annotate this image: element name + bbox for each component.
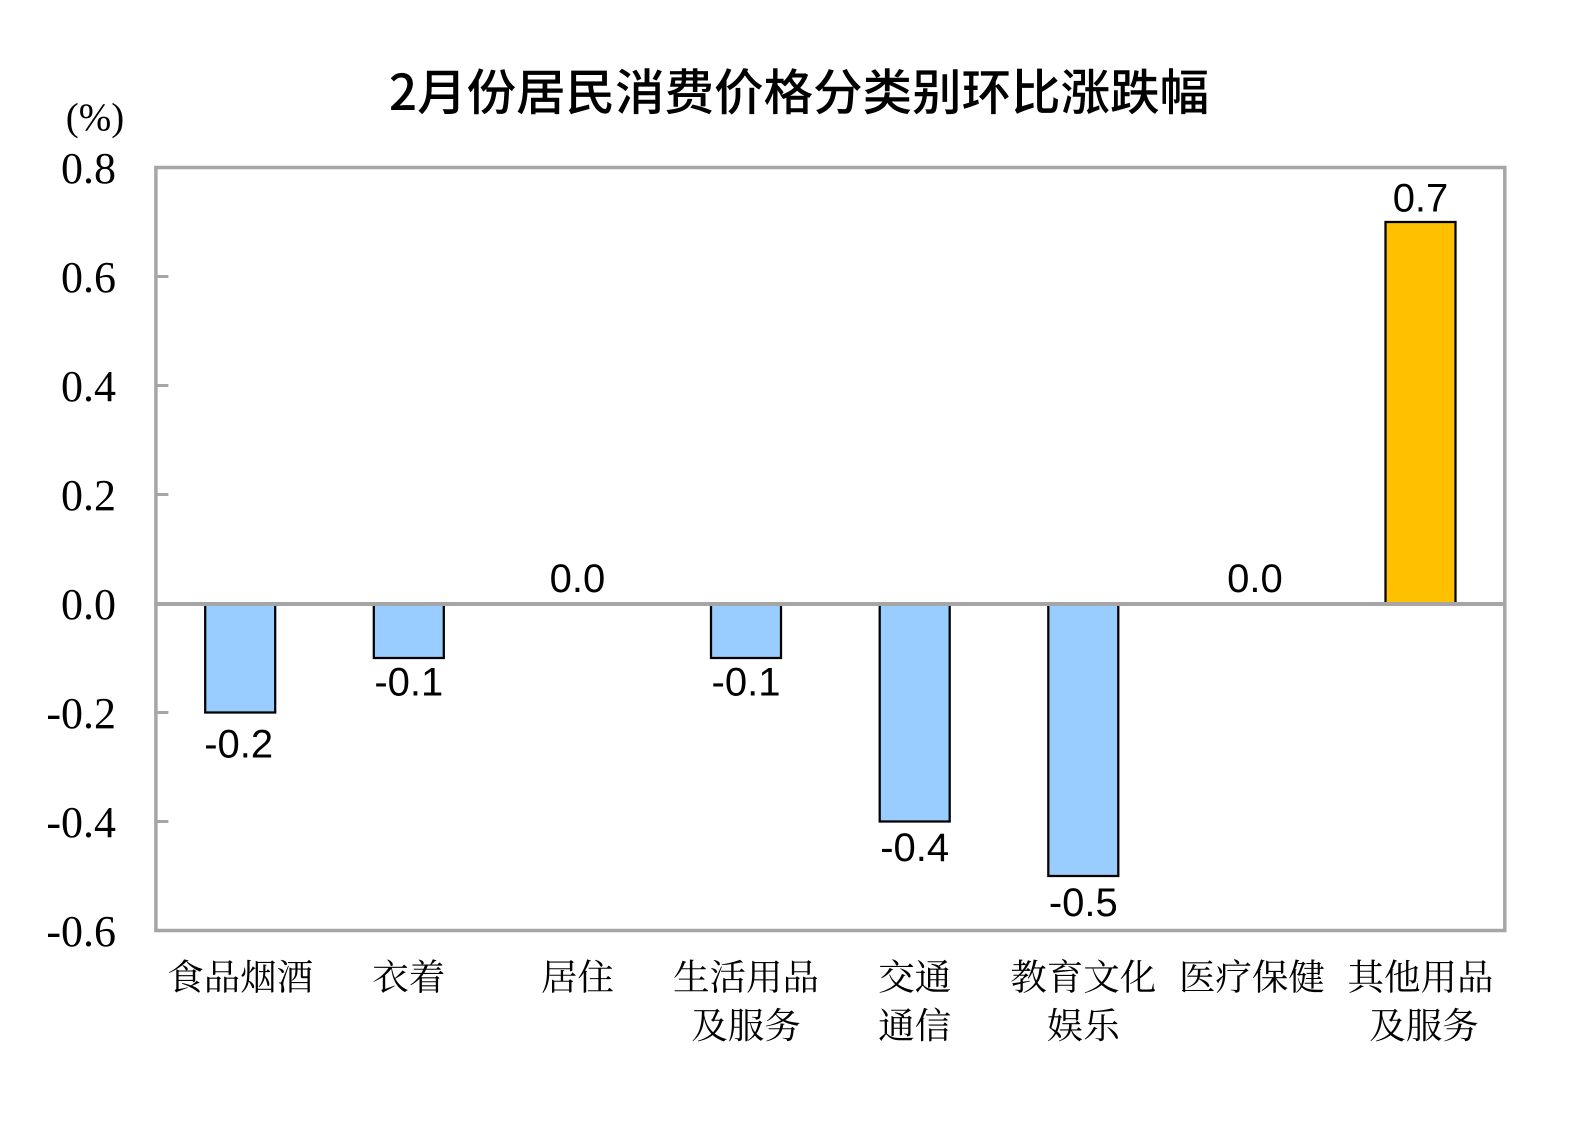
svg-text:0.0: 0.0 xyxy=(1227,557,1283,601)
svg-text:-0.6: -0.6 xyxy=(46,907,116,956)
svg-text:0.8: 0.8 xyxy=(61,144,116,193)
svg-text:0.6: 0.6 xyxy=(61,253,116,302)
svg-text:-0.1: -0.1 xyxy=(374,661,443,705)
svg-text:-0.2: -0.2 xyxy=(204,723,273,767)
svg-text:0.2: 0.2 xyxy=(61,471,116,520)
svg-text:0.0: 0.0 xyxy=(61,580,116,629)
svg-text:-0.4: -0.4 xyxy=(880,826,949,870)
svg-text:-0.4: -0.4 xyxy=(46,798,116,847)
svg-text:-0.2: -0.2 xyxy=(46,689,116,738)
svg-text:0.4: 0.4 xyxy=(61,362,116,411)
svg-text:0.7: 0.7 xyxy=(1393,177,1449,221)
svg-text:0.0: 0.0 xyxy=(550,557,606,601)
svg-text:-0.5: -0.5 xyxy=(1049,881,1118,925)
svg-text:(%): (%) xyxy=(66,96,124,139)
svg-text:-0.1: -0.1 xyxy=(712,661,781,705)
